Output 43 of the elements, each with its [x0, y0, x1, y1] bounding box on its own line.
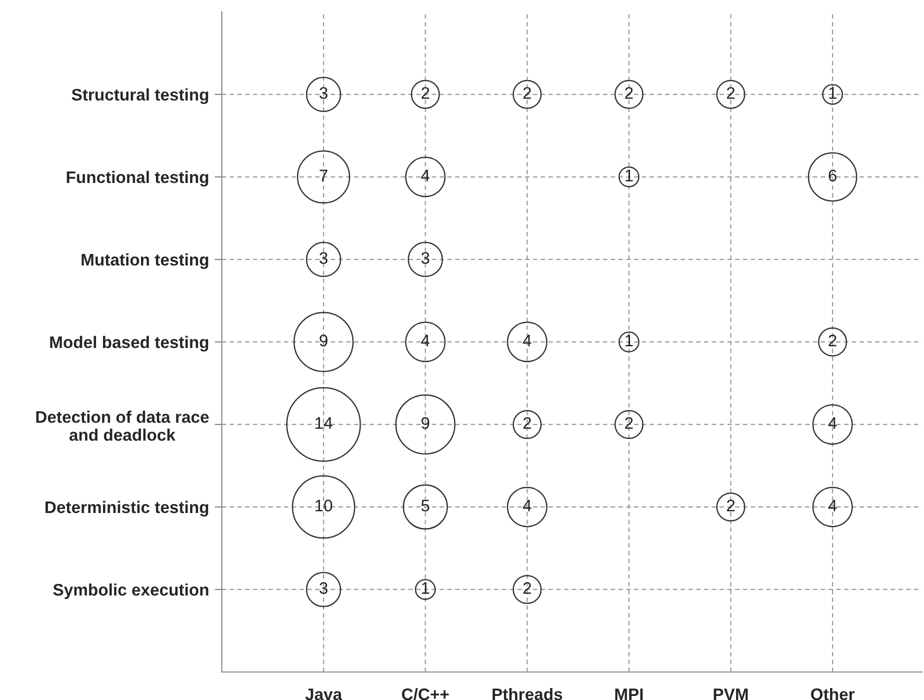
data-label: 5 [421, 500, 430, 512]
data-label: 3 [320, 582, 328, 594]
x-tick-label: Java [305, 688, 342, 700]
y-tick-label: Detection of data race and deadlock [36, 410, 209, 441]
data-label: 4 [421, 170, 430, 182]
x-tick-label: PVM [714, 688, 748, 700]
data-label: 9 [320, 334, 328, 346]
data-label: 2 [523, 87, 531, 99]
x-tick-label: C/C++ [402, 688, 449, 700]
data-label: 6 [828, 170, 836, 182]
data-label: 2 [726, 87, 735, 99]
y-tick-label: Deterministic testing [46, 500, 208, 517]
y-tick-label: Symbolic execution [53, 583, 208, 599]
data-label: 4 [421, 334, 430, 346]
data-label: 3 [320, 252, 328, 264]
data-label: 1 [626, 170, 633, 182]
y-tick-label: Mutation testing [82, 253, 208, 270]
data-label: 9 [422, 417, 430, 429]
data-label: 2 [523, 417, 531, 429]
y-tick-label: Model based testing [50, 336, 208, 352]
data-label: 2 [726, 500, 735, 512]
data-label: 2 [625, 87, 633, 99]
data-label: 4 [522, 500, 532, 512]
y-tick-label: Structural testing [72, 88, 208, 104]
data-label: 1 [829, 87, 836, 99]
data-label: 1 [422, 582, 430, 594]
data-label: 1 [626, 334, 633, 346]
data-label: 2 [625, 417, 633, 429]
data-label: 4 [828, 417, 837, 429]
data-label: 7 [320, 170, 328, 182]
data-label: 10 [316, 500, 332, 512]
data-label: 2 [422, 87, 430, 99]
y-tick-label: Functional testing [66, 170, 208, 186]
x-tick-label: MPI [615, 688, 643, 700]
x-tick-label: Pthreads [492, 688, 562, 700]
data-label: 4 [522, 334, 532, 346]
data-label: 4 [828, 500, 837, 512]
data-label: 2 [828, 334, 836, 346]
data-label: 2 [523, 582, 531, 594]
data-label: 3 [421, 252, 430, 264]
data-label: 14 [316, 417, 332, 429]
data-label: 3 [320, 87, 328, 99]
x-tick-label: Other [811, 688, 855, 700]
